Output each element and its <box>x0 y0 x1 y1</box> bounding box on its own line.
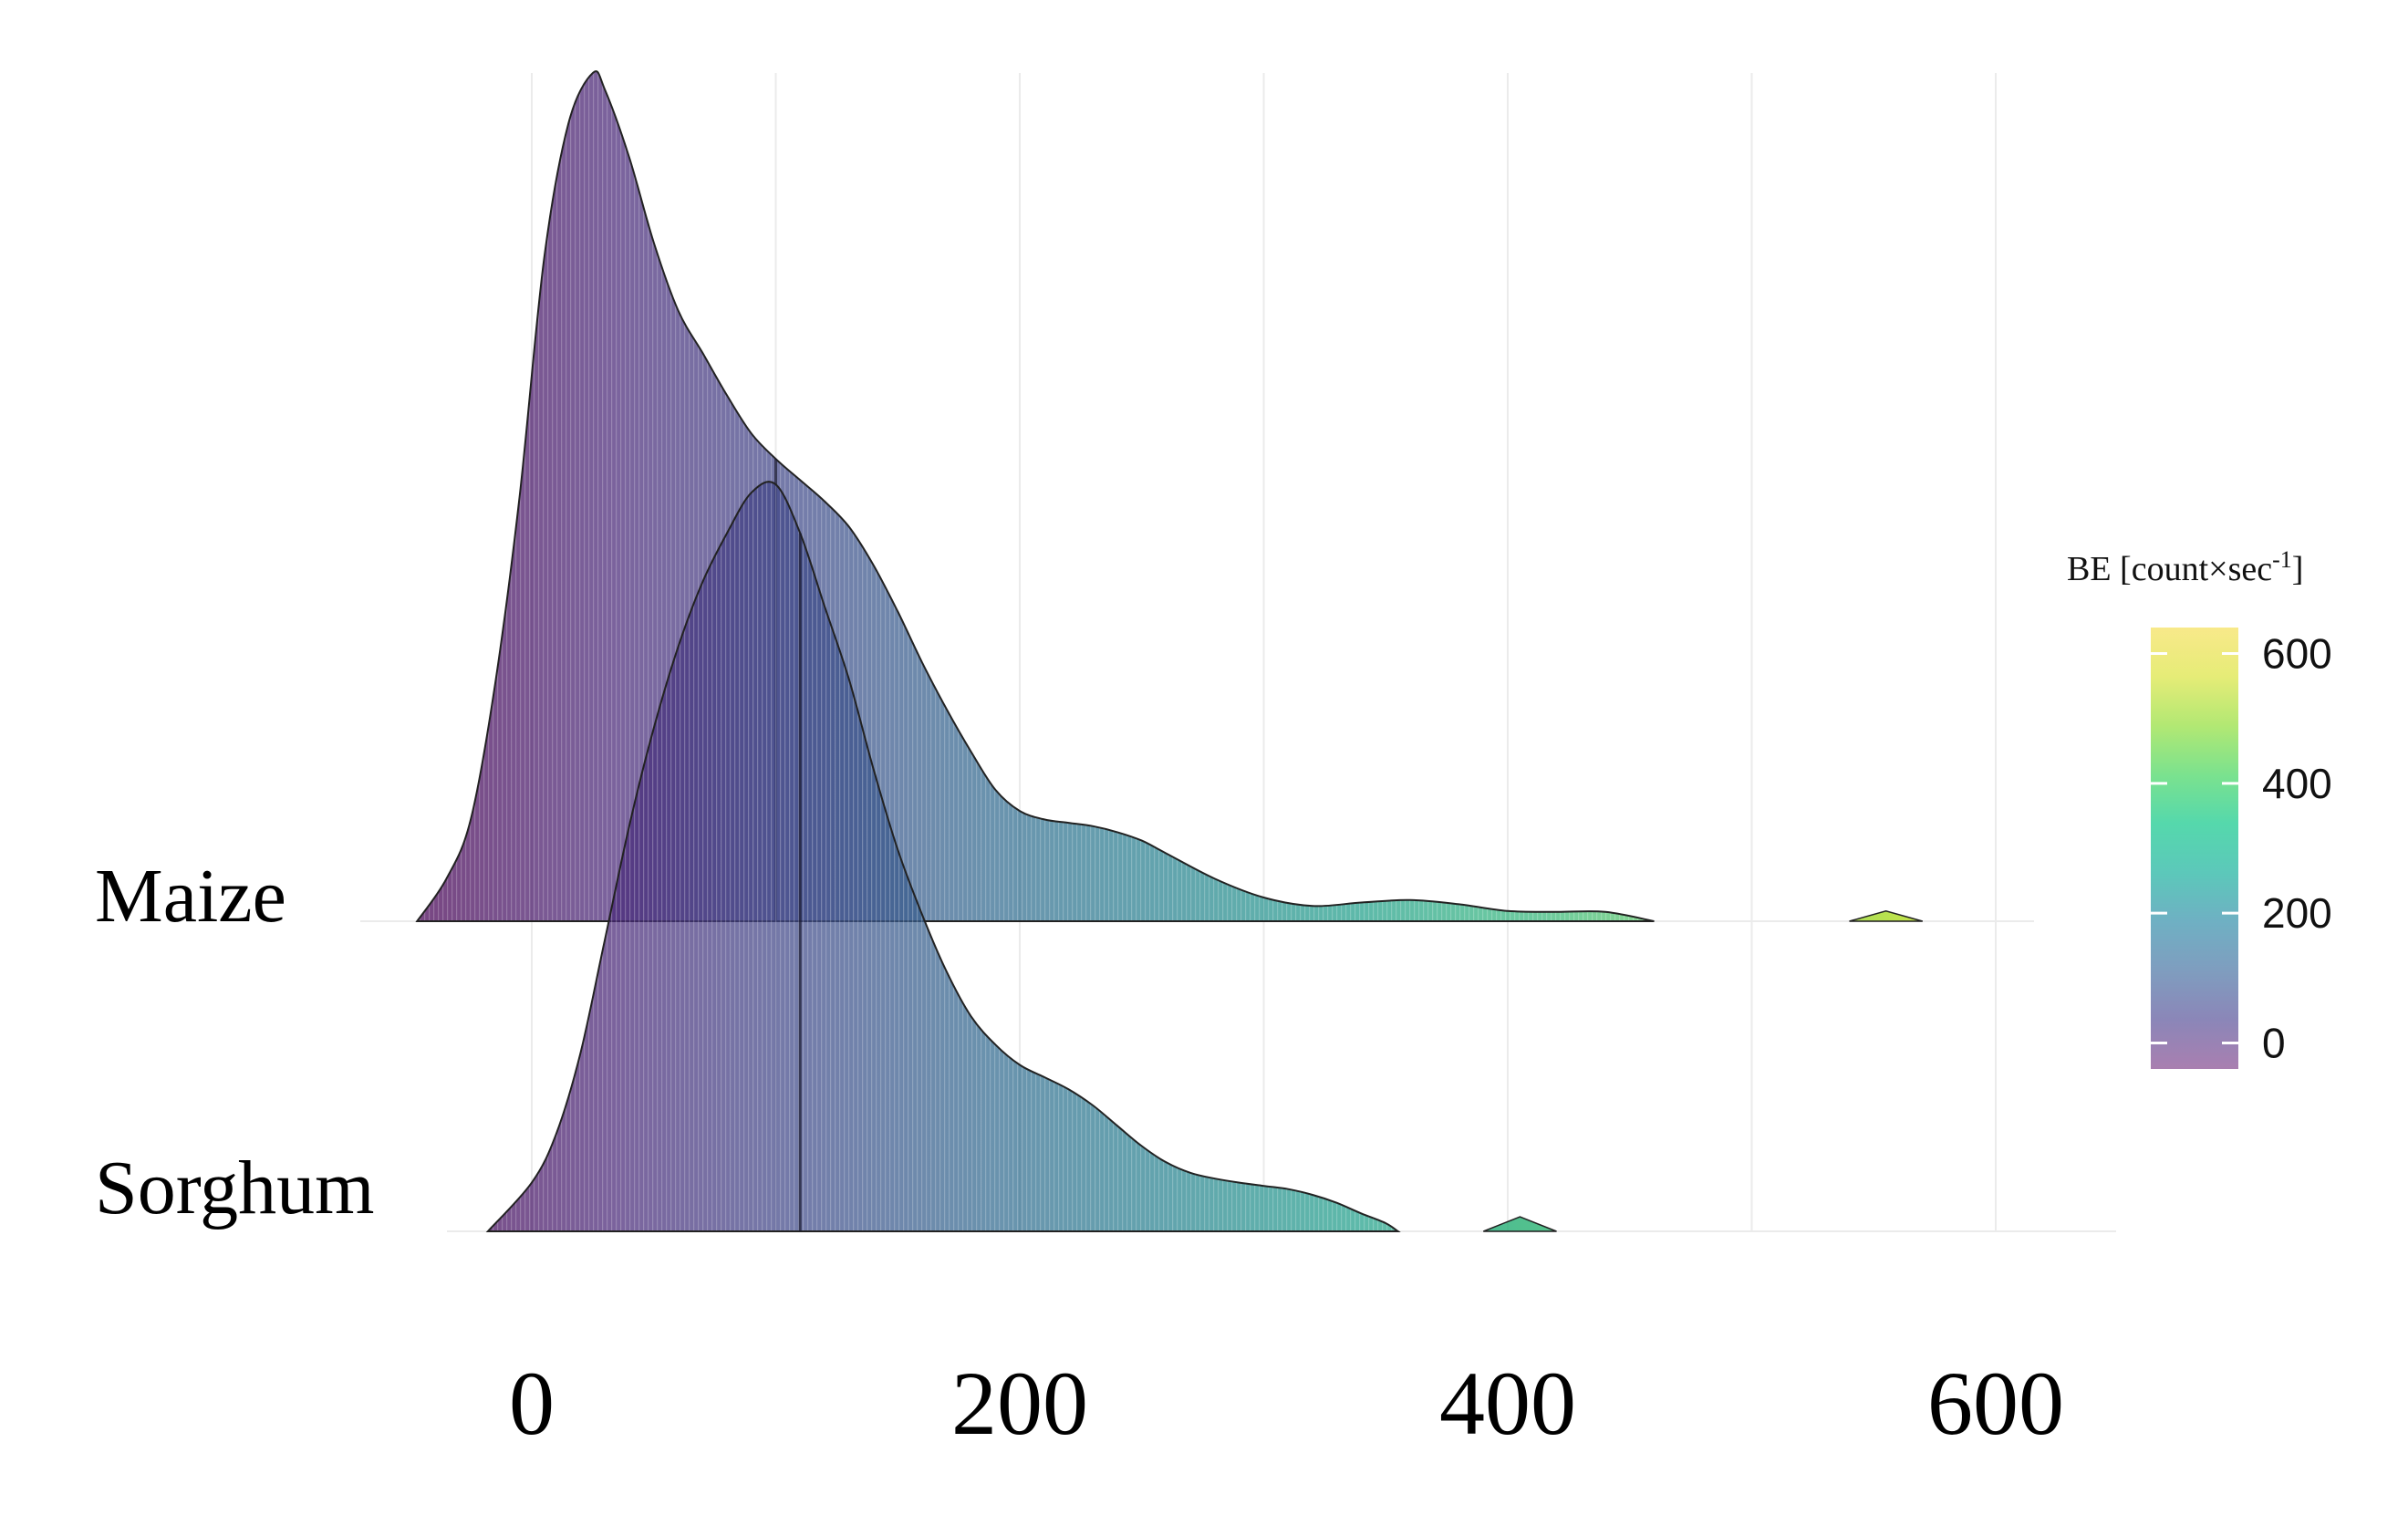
ridge-layer <box>415 70 1924 1232</box>
legend-tick-label: 0 <box>2262 1020 2286 1067</box>
density-stripes-maize <box>417 71 1655 921</box>
density-tail-sorghum <box>1483 1216 1557 1232</box>
x-axis: 0 200 400 600 <box>509 1353 2064 1454</box>
legend-tick-label: 200 <box>2262 889 2332 937</box>
x-tick-label: 0 <box>509 1353 555 1454</box>
x-tick-label: 400 <box>1439 1353 1576 1454</box>
legend-title-end: ] <box>2292 550 2304 588</box>
legend-tick-label: 600 <box>2262 629 2332 677</box>
density-stripes-sorghum <box>487 482 1398 1231</box>
legend-tick-label: 400 <box>2262 760 2332 807</box>
color-legend: BE [count×sec-1] 0 200 400 600 <box>2067 546 2332 1069</box>
category-label-sorghum: Sorghum <box>95 1146 375 1230</box>
x-tick-label: 200 <box>951 1353 1088 1454</box>
category-label-maize: Maize <box>95 854 286 939</box>
legend-title: BE [count×sec-1] <box>2067 546 2303 588</box>
legend-colorbar <box>2151 628 2238 1069</box>
legend-title-superscript: -1 <box>2272 546 2292 573</box>
density-outline-sorghum <box>485 481 1401 1232</box>
density-tail-maize <box>1849 910 1924 922</box>
category-labels: Maize Sorghum <box>95 854 375 1230</box>
ridge-sorghum <box>485 481 1557 1232</box>
x-tick-label: 600 <box>1927 1353 2064 1454</box>
density-outline-maize <box>415 70 1655 922</box>
